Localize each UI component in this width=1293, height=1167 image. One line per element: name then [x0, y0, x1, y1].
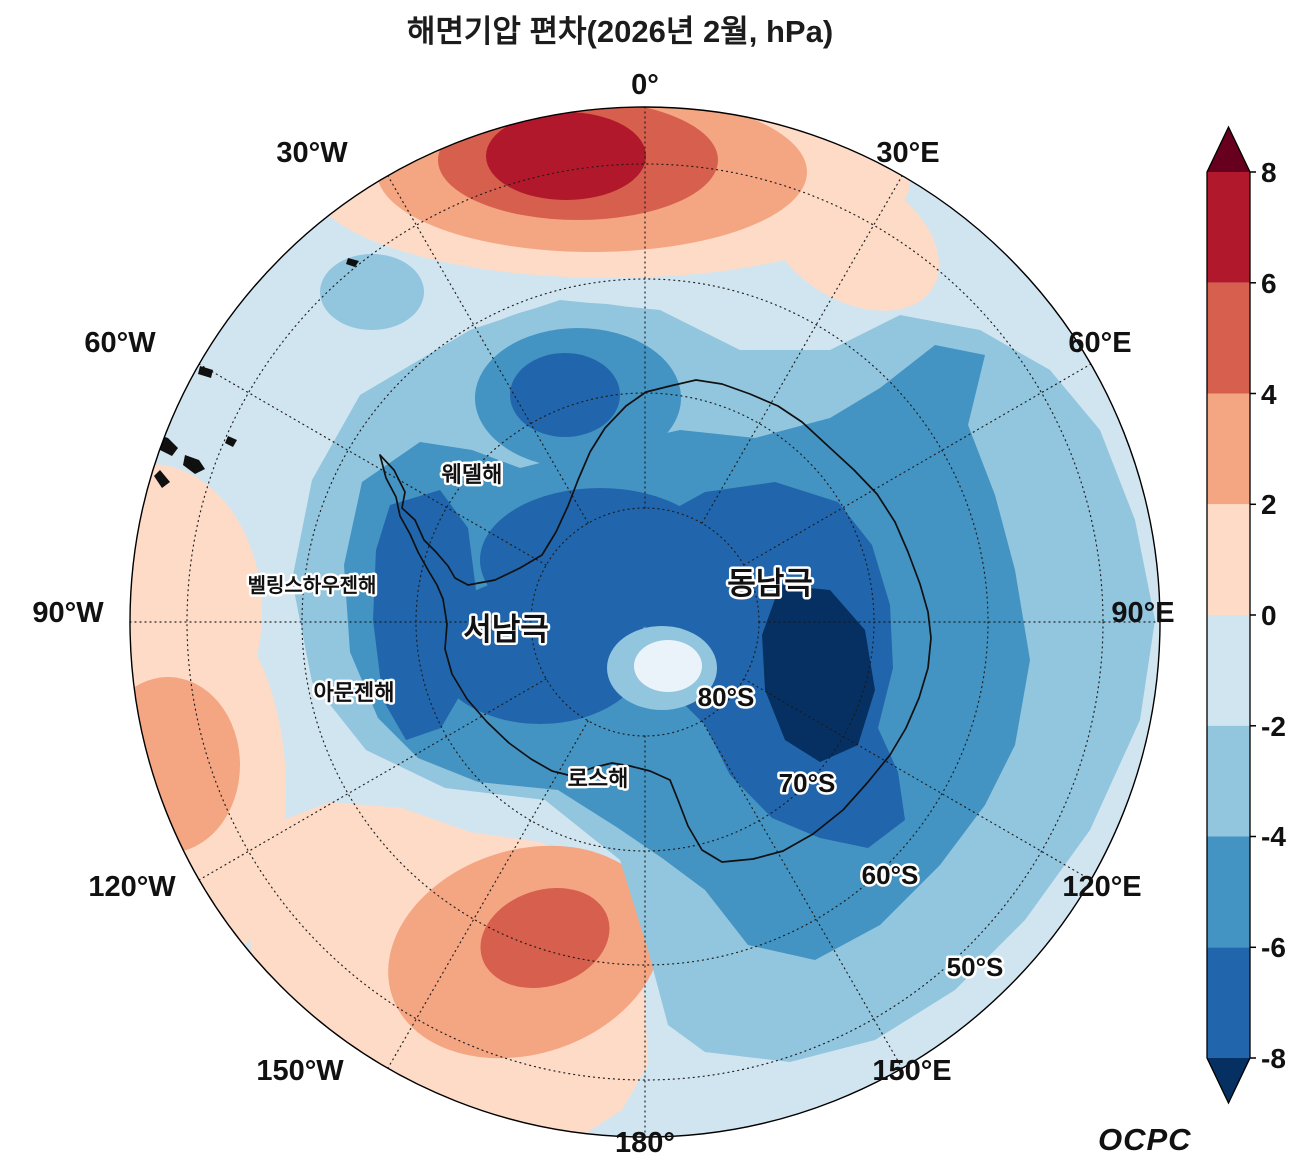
- lon-label-150e: 150°E: [872, 1055, 951, 1087]
- region-labels: 웨델해 벨링스하우젠해 서남극 동남극 아문젠해 로스해: [245, 460, 815, 794]
- label-ross-sea: 로스해: [568, 766, 629, 791]
- ocpc-logo: OCPC: [1098, 1122, 1192, 1157]
- colorbar-tick-6: 6: [1261, 268, 1277, 299]
- colorbar-arrow-over: [1207, 127, 1250, 172]
- band-6-8: [486, 112, 646, 200]
- lon-label-120e: 120°E: [1062, 871, 1141, 903]
- colorbar-tick-m6: -6: [1261, 932, 1286, 963]
- colorbar-arrow-under: [1207, 1058, 1250, 1103]
- colorbar-tickmarks: [1250, 171, 1256, 1059]
- label-east-antarctica: 동남극: [727, 566, 813, 601]
- lon-label-30e: 30°E: [876, 137, 939, 169]
- colorbar-tick-labels: 8 6 4 2 0 -2 -4 -6 -8: [1261, 157, 1286, 1074]
- label-west-antarctica: 서남극: [463, 612, 549, 647]
- lon-label-60e: 60°E: [1068, 327, 1131, 359]
- colorbar-tick-m8: -8: [1261, 1043, 1286, 1074]
- graticule: [130, 107, 1160, 1137]
- colorbar-tick-0: 0: [1261, 600, 1277, 631]
- colorbar-band-m6-m4: [1207, 836, 1250, 948]
- colorbar-band-m2-0: [1207, 615, 1250, 726]
- label-amundsen-sea: 아문젠해: [314, 680, 395, 705]
- colorbar-band-m8-m6: [1207, 947, 1250, 1059]
- colorbar-tick-8: 8: [1261, 157, 1277, 188]
- lon-label-90e: 90°E: [1111, 597, 1174, 629]
- colorbar: 8 6 4 2 0 -2 -4 -6 -8: [1206, 125, 1286, 1105]
- colorbar-band-m4-m2: [1207, 725, 1250, 837]
- colorbar-tick-2: 2: [1261, 489, 1277, 520]
- lon-label-120w: 120°W: [88, 871, 176, 903]
- colorbar-tick-m2: -2: [1261, 711, 1286, 742]
- lon-label-150w: 150°W: [256, 1055, 344, 1087]
- latitude-labels: 80°S 70°S 60°S 50°S: [695, 680, 1006, 985]
- lon-label-60w: 60°W: [84, 327, 156, 359]
- colorbar-band-0-2: [1207, 504, 1250, 616]
- colorbar-tick-m4: -4: [1261, 821, 1286, 852]
- lat-label-60s: 60°S: [862, 860, 919, 890]
- lon-label-30w: 30°W: [276, 137, 348, 169]
- lon-label-90w: 90°W: [32, 597, 104, 629]
- colorbar-tick-4: 4: [1261, 379, 1277, 410]
- south-america-islands: [148, 258, 359, 488]
- colorbar-band-2-4: [1207, 393, 1250, 505]
- lon-label-180: 180°: [615, 1127, 675, 1159]
- lat-label-70s: 70°S: [779, 768, 836, 798]
- colorbar-band-4-6: [1207, 282, 1250, 394]
- pole-light-patch: [607, 626, 717, 710]
- band-below-m8: [762, 585, 875, 762]
- label-bellingshausen-sea: 벨링스하우젠해: [248, 574, 377, 597]
- label-weddell-sea: 웨델해: [442, 462, 503, 487]
- colorbar-band-6-8: [1207, 172, 1250, 283]
- page-title: 해면기압 편차(2026년 2월, hPa): [407, 14, 833, 49]
- contour-field: [130, 107, 1160, 1137]
- lat-label-50s: 50°S: [947, 952, 1004, 982]
- longitude-labels: 0° 30°E 60°E 90°E 120°E 150°E 180° 150°W…: [32, 69, 1174, 1159]
- lat-label-80s: 80°S: [698, 682, 755, 712]
- antarctica-coastline: [379, 379, 932, 863]
- lon-label-0: 0°: [631, 69, 659, 101]
- map-boundary: [129, 106, 1161, 1138]
